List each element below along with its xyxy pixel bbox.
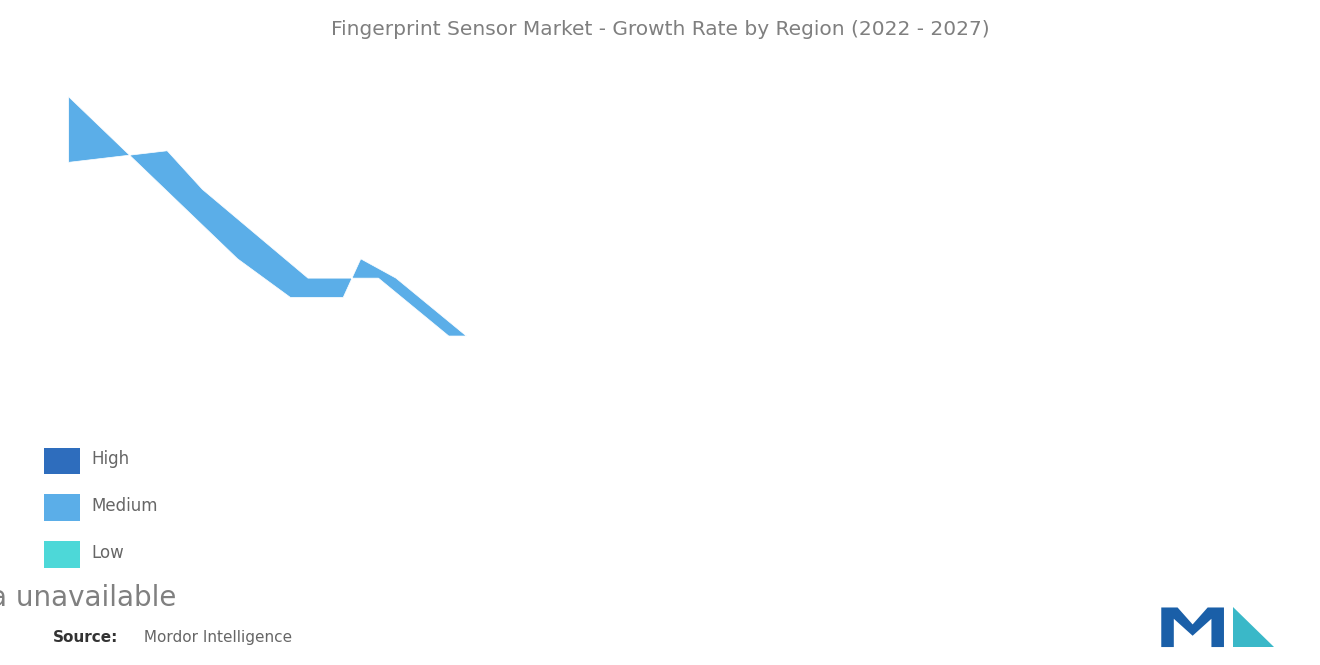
Polygon shape bbox=[69, 96, 466, 336]
FancyBboxPatch shape bbox=[45, 541, 81, 568]
Text: Fingerprint Sensor Market - Growth Rate by Region (2022 - 2027): Fingerprint Sensor Market - Growth Rate … bbox=[331, 20, 989, 39]
Polygon shape bbox=[1233, 608, 1274, 647]
FancyBboxPatch shape bbox=[45, 448, 81, 474]
FancyBboxPatch shape bbox=[45, 495, 81, 521]
Text: High: High bbox=[92, 450, 129, 468]
Text: Mordor Intelligence: Mordor Intelligence bbox=[139, 630, 292, 645]
Text: Source:: Source: bbox=[53, 630, 119, 645]
Text: Medium: Medium bbox=[92, 497, 158, 515]
Polygon shape bbox=[1162, 608, 1224, 647]
Text: Map data unavailable: Map data unavailable bbox=[0, 585, 176, 612]
Text: Low: Low bbox=[92, 544, 124, 562]
